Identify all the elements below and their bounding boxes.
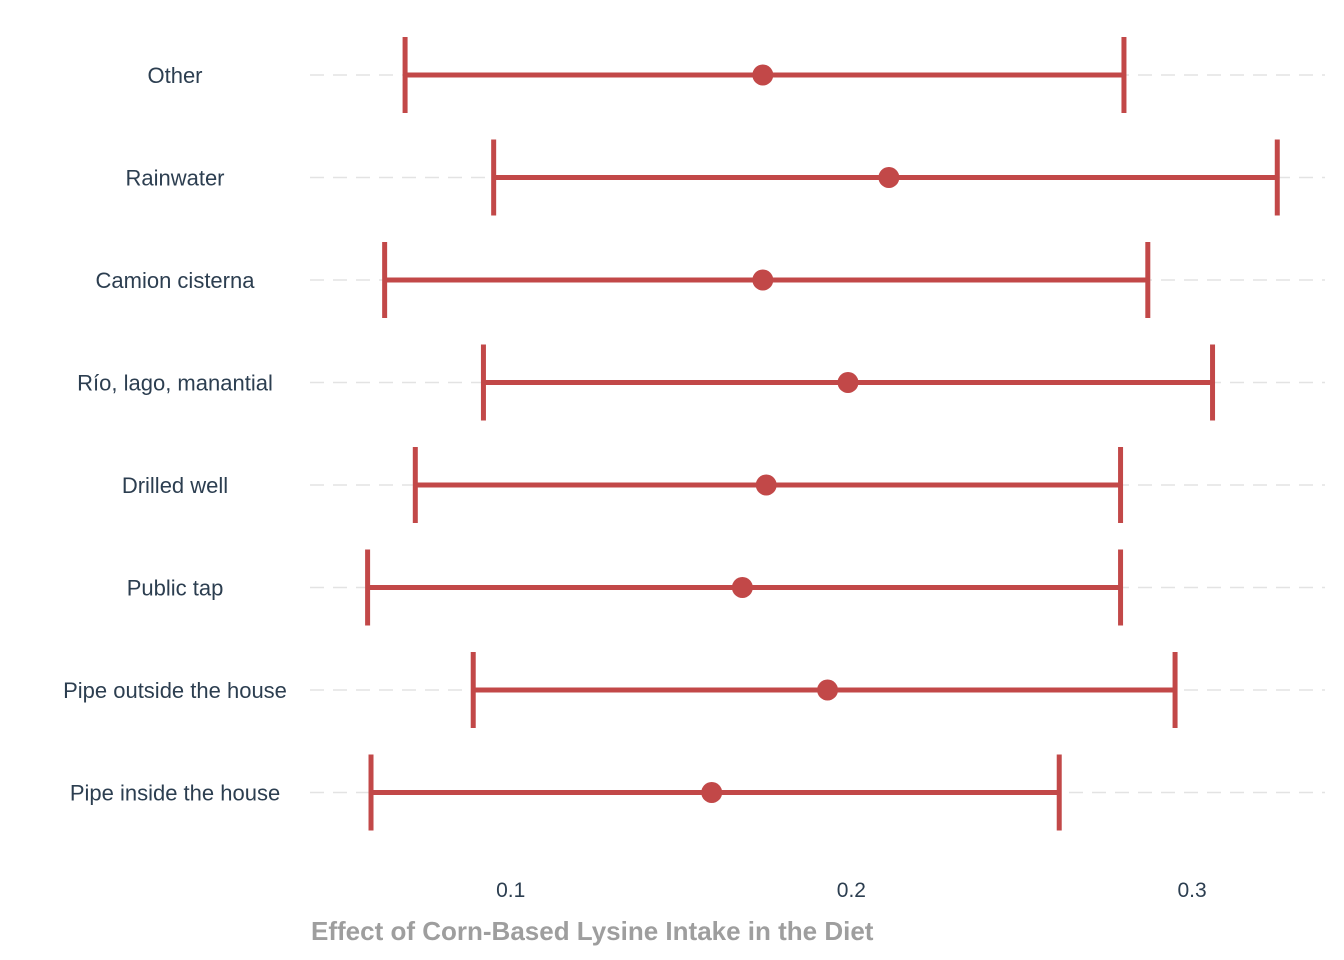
estimate-point [701,782,723,803]
category-label: Río, lago, manantial [77,371,273,396]
estimate-points [701,64,900,803]
x-tick-label: 0.3 [1177,879,1206,902]
x-tick-labels: 0.1 0.2 0.3 [496,879,1207,902]
category-label: Rainwater [125,166,224,191]
x-tick-label: 0.2 [837,879,866,902]
estimate-point [731,577,753,598]
category-label: Drilled well [122,473,228,498]
x-axis-title: Effect of Corn-Based Lysine Intake in th… [311,916,874,946]
estimate-point [752,269,774,291]
estimate-point [752,64,774,86]
category-label: Pipe inside the house [70,781,280,806]
category-label: Other [147,63,202,88]
x-tick-label: 0.1 [496,879,525,902]
estimate-point [817,679,839,701]
category-labels: Other Rainwater Camion cisterna Río, lago, … [63,63,287,806]
category-label: Public tap [127,576,224,601]
error-bars [365,37,1280,831]
estimate-point [755,474,777,496]
estimate-point [878,167,900,188]
category-label: Pipe outside the house [63,678,287,703]
estimate-point [837,372,859,393]
category-label: Camion cisterna [96,268,256,293]
